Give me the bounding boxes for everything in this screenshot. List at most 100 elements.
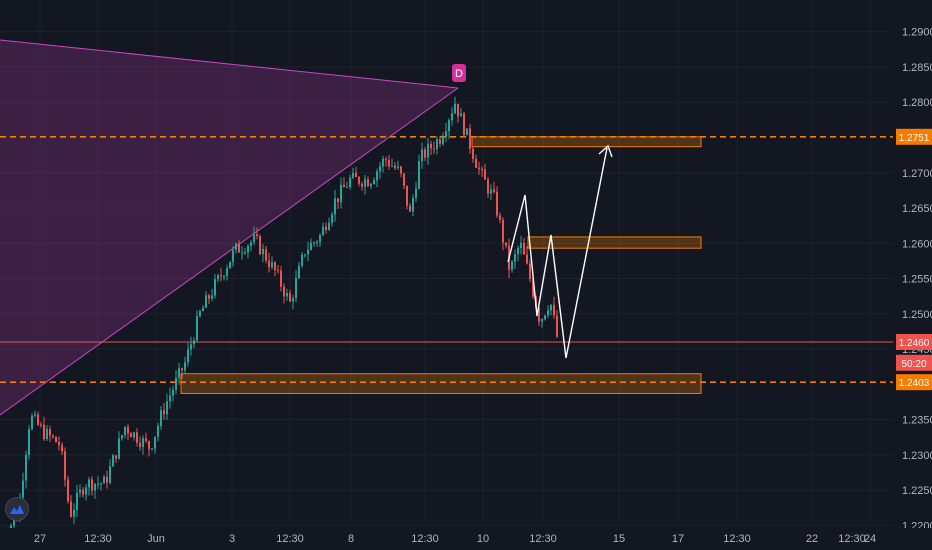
candle-up [28,429,30,455]
time-tick-label: 15 [613,533,625,545]
candle-up [79,489,81,493]
candle-up [172,389,174,396]
candle-up [31,415,33,430]
price-tick-label: 1.2250 [902,485,932,497]
candle-up [331,214,333,223]
price-badge[interactable] [896,374,932,391]
candle-up [118,438,120,459]
price-tick-label: 1.2900 [902,27,932,39]
candle-down [457,103,459,117]
time-axis[interactable]: 27 12:30 Jun 3 12:30 8 12:30 10 12:30 15 17 12:30 22… [0,528,932,550]
candle-up [490,189,492,194]
candle-up [310,242,312,250]
candle-down [487,179,489,194]
price-badge[interactable] [896,333,932,350]
candle-up [271,262,273,268]
candle-down [52,435,54,437]
candle-up [346,186,348,188]
price-levels[interactable] [0,135,893,383]
pattern-leg-bd[interactable] [0,87,459,416]
candle-up [109,466,111,483]
price-tick-label: 1.2600 [902,238,932,250]
candle-up [520,242,522,248]
candle-down [496,191,498,216]
pattern-fill[interactable] [0,40,458,415]
candle-down [163,410,165,415]
price-tick-label: 1.2650 [902,203,932,215]
candle-up [193,340,195,345]
candle-down [430,143,432,149]
candle-up [382,158,384,167]
projection-line[interactable] [507,147,608,359]
candle-up [124,426,126,436]
tradingview-logo-icon[interactable] [5,497,29,521]
candle-up [100,483,102,485]
candle-up [370,183,372,187]
price-badge[interactable] [896,128,932,145]
candle-up [25,454,27,481]
candle-down [55,436,57,443]
candle-up [154,436,156,449]
candle-down [265,248,267,261]
time-tick-label: 8 [348,533,354,545]
pattern-leg-xd[interactable] [0,39,459,89]
time-tick-label: 27 [34,533,46,545]
candle-up [304,254,306,256]
candle-up [73,509,75,517]
candle-down [493,189,495,192]
candle-up [340,184,342,202]
candle-up [514,254,516,262]
candle-down [220,275,222,277]
candle-up [442,136,444,144]
candle-down [553,304,555,316]
supply-demand-zone[interactable] [527,236,702,249]
candle-down [280,270,282,287]
time-tick-label: 17 [672,533,684,545]
price-badge-label: 1.2460 [899,338,930,349]
zones[interactable] [180,136,702,394]
candle-up [448,120,450,132]
candle-down [238,243,240,253]
candle-up [421,149,423,162]
candle-up [142,438,144,447]
candle-up [547,310,549,316]
candle-up [190,344,192,350]
pattern-marker-badge[interactable] [452,64,466,82]
candle-down [277,270,279,272]
countdown-badge[interactable] [896,354,932,371]
candle-up [199,311,201,317]
projection-path[interactable] [507,144,613,359]
arrow-head-icon[interactable] [598,144,613,158]
candle-up [205,295,207,308]
pattern-marker[interactable]: D [452,64,466,82]
candle-up [247,245,249,253]
candle-down [505,242,507,246]
candle-up [175,377,177,390]
time-tick-label: 24 [864,533,876,545]
time-tick-label: 3 [229,533,235,545]
candle-down [268,260,270,268]
supply-demand-zone[interactable] [180,373,702,394]
candle-down [67,479,69,502]
candle-down [472,148,474,159]
supply-demand-zone[interactable] [471,136,702,148]
candle-up [454,103,456,114]
candle-down [358,176,360,184]
price-axis[interactable]: 1.22001.22501.23001.23501.24501.25001.25… [893,0,932,550]
candle-down [256,234,258,236]
candle-down [409,205,411,212]
candle-down [463,113,465,136]
candle-down [283,286,285,297]
candle-down [337,198,339,202]
candle-down [406,185,408,206]
candle-down [37,414,39,425]
candle-up [169,395,171,402]
candle-down [106,476,108,483]
harmonic-pattern[interactable] [0,39,459,416]
candle-up [427,143,429,158]
candle-up [13,517,15,526]
candle-up [466,128,468,136]
price-tick-label: 1.2350 [902,415,932,427]
